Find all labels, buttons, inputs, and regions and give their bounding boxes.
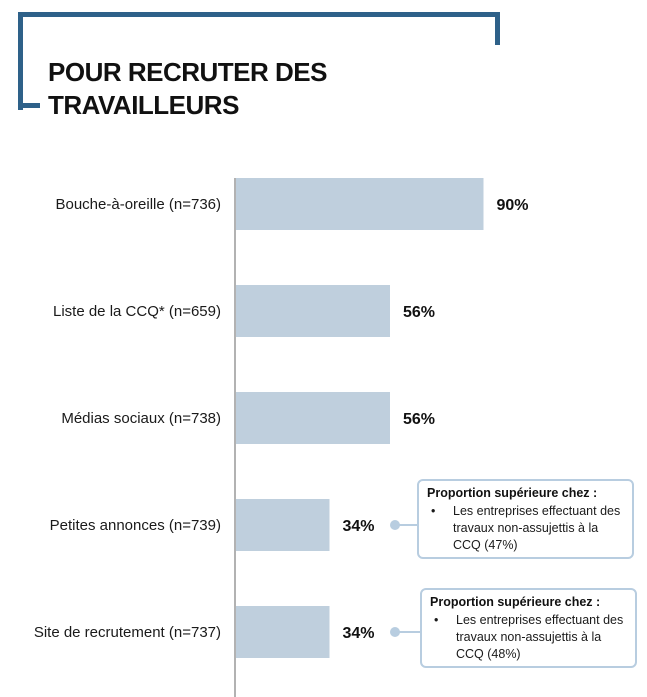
- value-label: 56%: [403, 411, 435, 428]
- value-label: 90%: [497, 197, 529, 214]
- callout-heading: Proportion supérieure chez :: [427, 486, 598, 500]
- bar: [236, 178, 484, 230]
- category-label: Médias sociaux (n=738): [61, 410, 221, 427]
- title-frame-tail: [18, 103, 40, 108]
- value-label: 34%: [343, 625, 375, 642]
- callout-box: Proportion supérieure chez : Les entrepri…: [420, 588, 637, 668]
- callout-text: Les entreprises effectuant des travaux n…: [434, 612, 627, 663]
- callout-box: Proportion supérieure chez : Les entrepri…: [417, 479, 634, 559]
- value-label: 34%: [343, 518, 375, 535]
- value-label: 56%: [403, 304, 435, 321]
- title-frame: [18, 12, 500, 115]
- callout-text: Les entreprises effectuant des travaux n…: [431, 503, 624, 554]
- bar: [236, 392, 390, 444]
- category-label: Site de recrutement (n=737): [34, 624, 221, 641]
- category-label: Petites annonces (n=739): [50, 517, 221, 534]
- bar: [236, 285, 390, 337]
- callout-dot: [390, 520, 400, 530]
- category-label: Bouche-à-oreille (n=736): [55, 196, 221, 213]
- category-label: Liste de la CCQ* (n=659): [53, 303, 221, 320]
- page-title: POUR RECRUTER DES TRAVAILLEURS: [48, 57, 327, 120]
- bar: [236, 499, 330, 551]
- bar: [236, 606, 330, 658]
- callout-heading: Proportion supérieure chez :: [430, 595, 601, 609]
- callout-dot: [390, 627, 400, 637]
